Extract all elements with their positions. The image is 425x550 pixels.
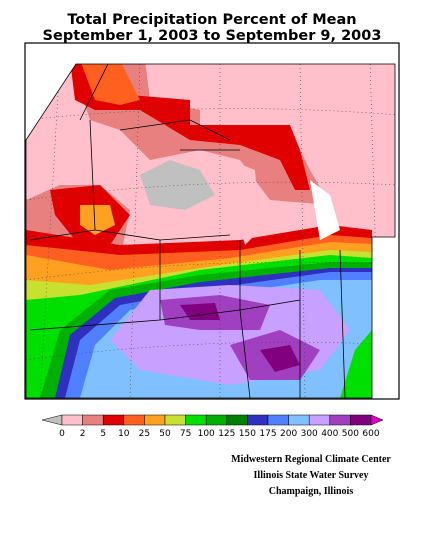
legend-swatch: [288, 414, 310, 426]
legend-swatch: [82, 414, 104, 426]
legend-swatch: [123, 414, 145, 426]
legend-label: 400: [321, 429, 338, 439]
credit: Illinois State Water Survey: [254, 470, 369, 481]
legend-label: 2: [80, 429, 86, 439]
legend-label: 0: [59, 429, 65, 439]
title-line: Total Precipitation Percent of Mean: [67, 12, 356, 28]
title-line: September 1, 2003 to September 9, 2003: [43, 28, 382, 44]
legend-swatch: [164, 414, 186, 426]
legend-label: 5: [100, 429, 106, 439]
legend-label: 175: [259, 429, 276, 439]
legend-label: 600: [362, 429, 379, 439]
credit: Midwestern Regional Climate Center: [231, 454, 391, 465]
legend-label: 150: [239, 429, 256, 439]
legend-swatch: [247, 414, 269, 426]
legend-swatch: [267, 414, 289, 426]
legend-swatch: [226, 414, 248, 426]
legend-label: 75: [180, 429, 191, 439]
map: [24, 42, 400, 400]
legend-label: 50: [159, 429, 171, 439]
legend-arrow: [41, 414, 63, 426]
legend-label: 125: [218, 429, 235, 439]
legend-swatch: [308, 414, 331, 426]
legend-arrow: [370, 414, 384, 426]
legend-swatch: [144, 414, 166, 426]
legend-swatch: [350, 414, 372, 426]
legend-swatch: [61, 414, 83, 426]
legend-label: 10: [118, 429, 130, 439]
legend-label: 300: [301, 429, 318, 439]
legend-label: 500: [342, 429, 359, 439]
legend-label: 200: [280, 429, 297, 439]
legend-swatch: [205, 414, 228, 426]
legend: 0 2 5 10 25 50 75 100 125 150 175 200 300 400 500 600: [41, 414, 384, 439]
legend-swatch: [102, 414, 125, 426]
credit: Champaign, Illinois: [269, 486, 354, 497]
legend-label: 100: [198, 429, 215, 439]
legend-swatch: [329, 414, 351, 426]
legend-label: 25: [139, 429, 150, 439]
legend-swatch: [185, 414, 207, 426]
